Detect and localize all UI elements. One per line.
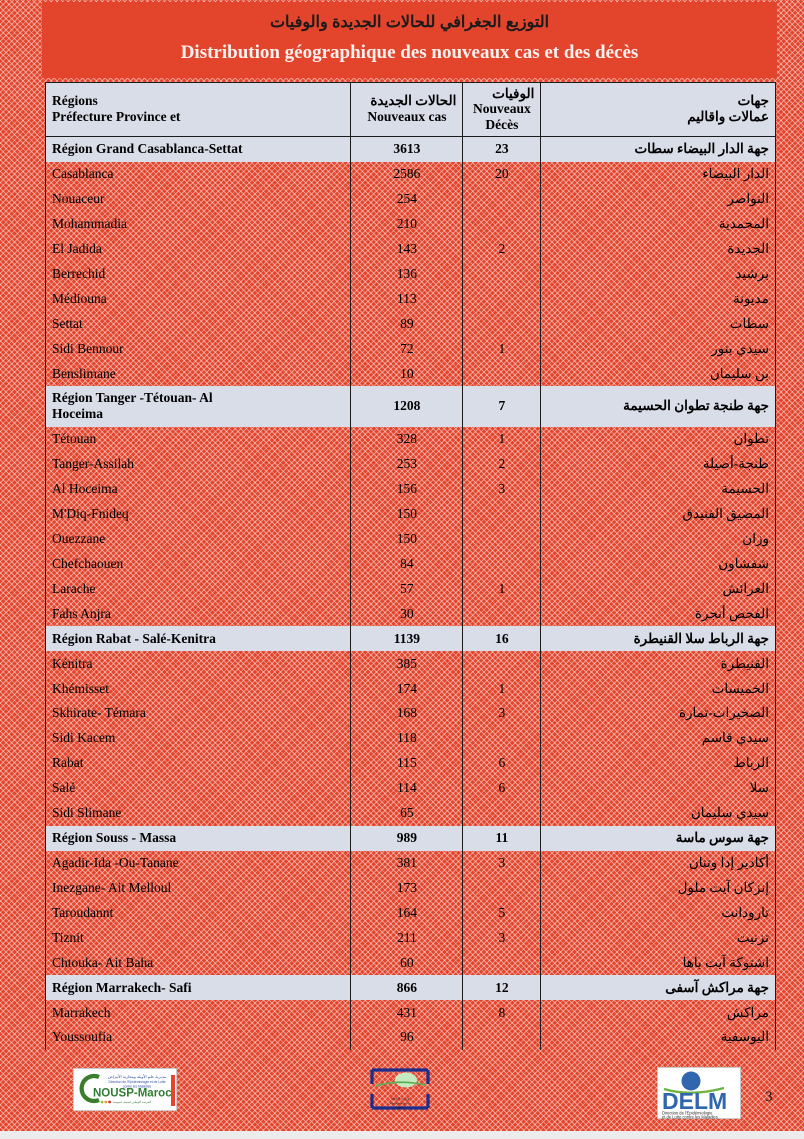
svg-text:Direction de l'Epidémiologie e: Direction de l'Epidémiologie et de Lutte	[108, 1080, 165, 1084]
svg-text:مديرية علم الأوبئة ومحاربة الأ: مديرية علم الأوبئة ومحاربة الأمراض	[108, 1073, 166, 1079]
svg-text:et de Lutte contre les Maladie: et de Lutte contre les Maladies	[662, 1115, 718, 1120]
svg-text:NOUSP-Maroc: NOUSP-Maroc	[93, 1088, 172, 1100]
svg-text:Santé: Santé	[396, 1106, 404, 1110]
svg-text:المرصد الوطني لصحة عمومية: المرصد الوطني لصحة عمومية	[113, 1100, 151, 1104]
svg-text:وزارة الصحة: وزارة الصحة	[391, 1096, 410, 1101]
